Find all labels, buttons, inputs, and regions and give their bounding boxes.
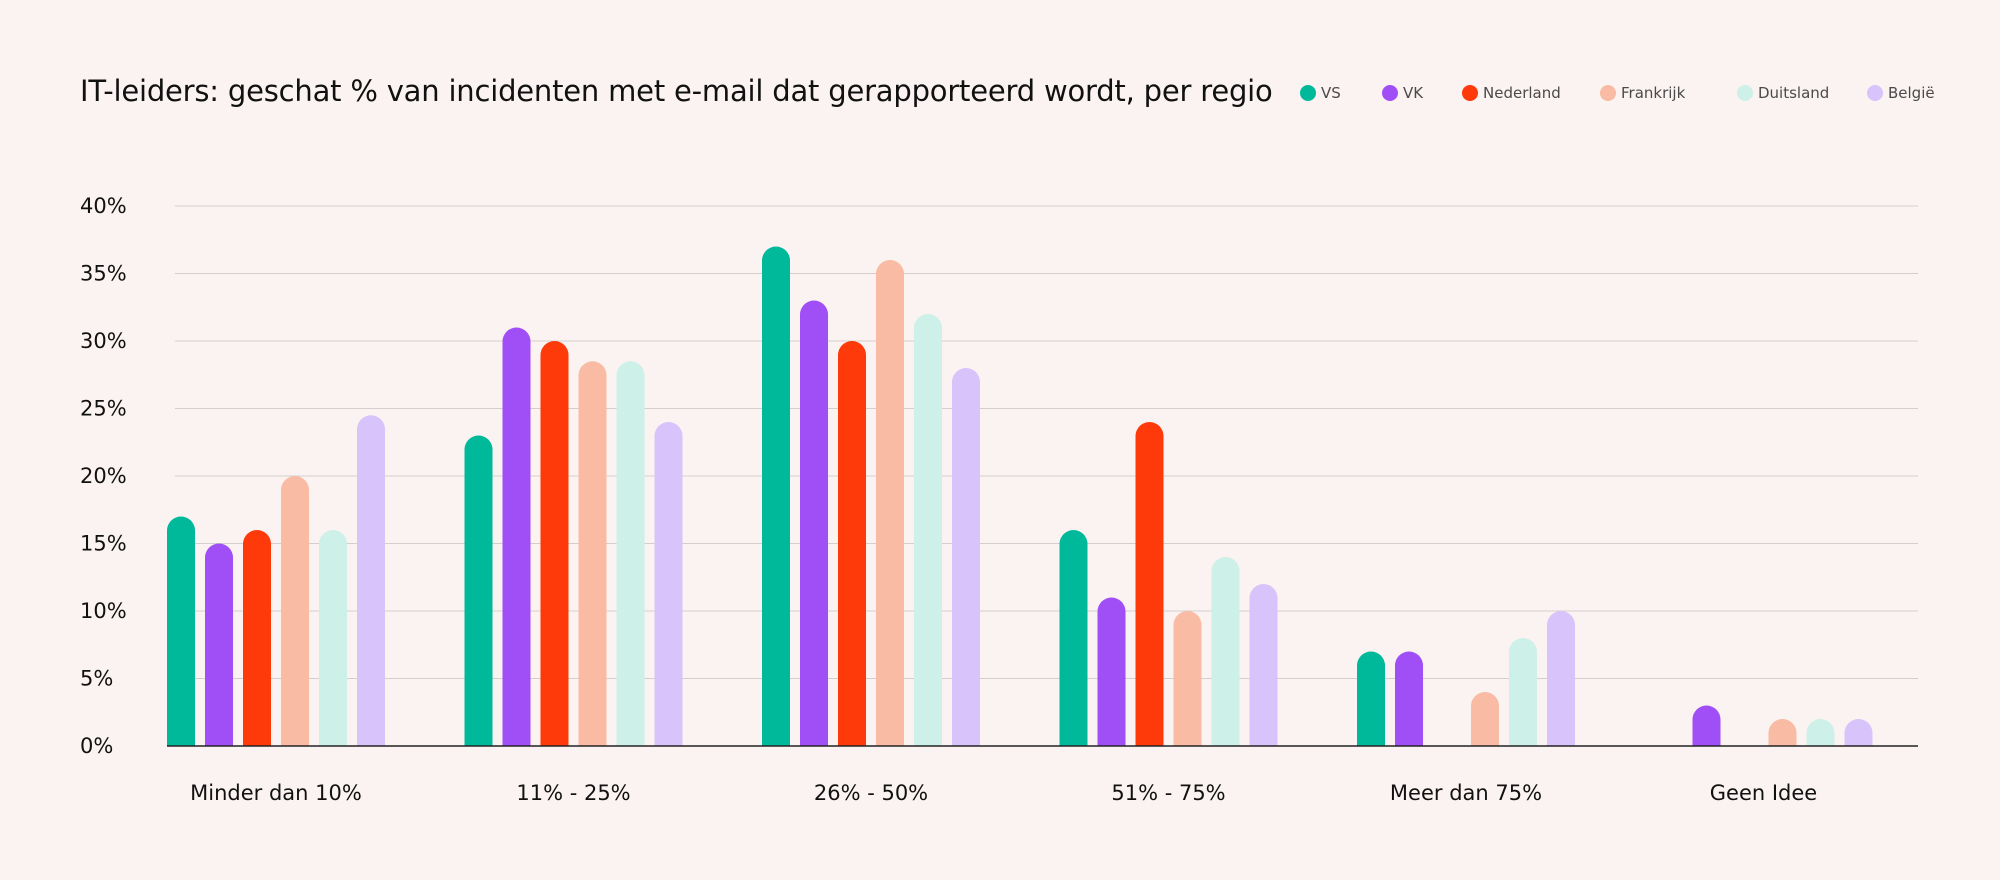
y-tick-label: 40% (80, 194, 127, 218)
bar-nederland-11-25 (540, 341, 569, 746)
x-tick-label: 11% - 25% (516, 781, 630, 805)
legend-swatch (1867, 85, 1883, 101)
bar-frankrijk-26-50 (876, 260, 904, 746)
bar-belgie-minder-dan-10 (357, 415, 385, 746)
bar-duitsland-meer-dan-75 (1509, 638, 1537, 746)
y-tick-label: 10% (80, 599, 127, 623)
bar-frankrijk-minder-dan-10 (281, 476, 309, 746)
y-tick-label: 5% (80, 667, 113, 691)
bar-vs-minder-dan-10 (167, 516, 195, 746)
bar-vk-26-50 (800, 300, 828, 746)
legend-swatch (1600, 85, 1616, 101)
legend-item-frankrijk: Frankrijk (1600, 84, 1685, 102)
legend-label: België (1888, 84, 1935, 102)
x-tick-label: 51% - 75% (1111, 781, 1225, 805)
legend-swatch (1462, 85, 1478, 101)
legend-label: Nederland (1483, 84, 1561, 102)
y-tick-label: 15% (80, 532, 127, 556)
legend-swatch (1382, 85, 1398, 101)
legend-swatch (1737, 85, 1753, 101)
bar-vk-51-75 (1097, 597, 1126, 746)
legend-item-nederland: Nederland (1462, 84, 1561, 102)
y-tick-label: 0% (80, 734, 113, 758)
bar-duitsland-minder-dan-10 (319, 530, 347, 746)
bar-nederland-minder-dan-10 (243, 530, 271, 746)
bar-belgie-11-25 (654, 422, 683, 746)
bars (167, 246, 1873, 746)
x-axis: Minder dan 10% 11% - 25% 26% - 50% 51% - 75… (167, 745, 1918, 805)
bar-belgie-meer-dan-75 (1547, 611, 1575, 746)
legend-item-vs: VS (1300, 84, 1341, 102)
bar-vk-minder-dan-10 (205, 543, 233, 746)
bar-frankrijk-geen-idee (1768, 719, 1797, 746)
y-axis: 0% 5% 10% 15% 20% 25% 30% 35% 40% (80, 194, 127, 758)
bar-vk-meer-dan-75 (1395, 651, 1423, 746)
bar-vk-geen-idee (1692, 705, 1721, 746)
legend-label: VK (1403, 84, 1424, 102)
bar-belgie-geen-idee (1844, 719, 1873, 746)
y-tick-label: 25% (80, 397, 127, 421)
bar-vs-meer-dan-75 (1357, 651, 1385, 746)
legend-label: Duitsland (1758, 84, 1830, 102)
bar-belgie-26-50 (952, 368, 980, 746)
bar-duitsland-geen-idee (1806, 719, 1835, 746)
bar-vk-11-25 (502, 327, 531, 746)
y-tick-label: 35% (80, 262, 127, 286)
bar-vs-11-25 (464, 435, 493, 746)
y-tick-label: 20% (80, 464, 127, 488)
bar-duitsland-51-75 (1211, 557, 1240, 746)
x-tick-label: Minder dan 10% (190, 781, 362, 805)
x-tick-label: Meer dan 75% (1390, 781, 1542, 805)
legend-label: Frankrijk (1621, 84, 1686, 102)
bar-frankrijk-meer-dan-75 (1471, 692, 1499, 746)
bar-vs-51-75 (1059, 530, 1088, 746)
chart-legend: VS VK Nederland Frankrijk Duitsland België (1300, 84, 1935, 108)
gridlines (175, 205, 1918, 679)
bar-vs-26-50 (762, 246, 790, 746)
bar-frankrijk-11-25 (578, 361, 607, 746)
bar-belgie-51-75 (1249, 584, 1278, 746)
legend-swatch (1300, 85, 1316, 101)
chart-title: IT-leiders: geschat % van incidenten met… (80, 74, 1273, 108)
bar-nederland-51-75 (1135, 422, 1164, 746)
bar-nederland-26-50 (838, 341, 866, 746)
bar-duitsland-11-25 (616, 361, 645, 746)
legend-item-vk: VK (1382, 84, 1423, 102)
legend-item-belgie: België (1867, 84, 1935, 102)
legend-item-duitsland: Duitsland (1737, 84, 1829, 102)
y-tick-label: 30% (80, 329, 127, 353)
legend-label: VS (1321, 84, 1341, 102)
bar-frankrijk-51-75 (1173, 611, 1202, 746)
x-tick-label: Geen Idee (1710, 781, 1817, 805)
x-tick-label: 26% - 50% (814, 781, 928, 805)
bar-duitsland-26-50 (914, 314, 942, 746)
